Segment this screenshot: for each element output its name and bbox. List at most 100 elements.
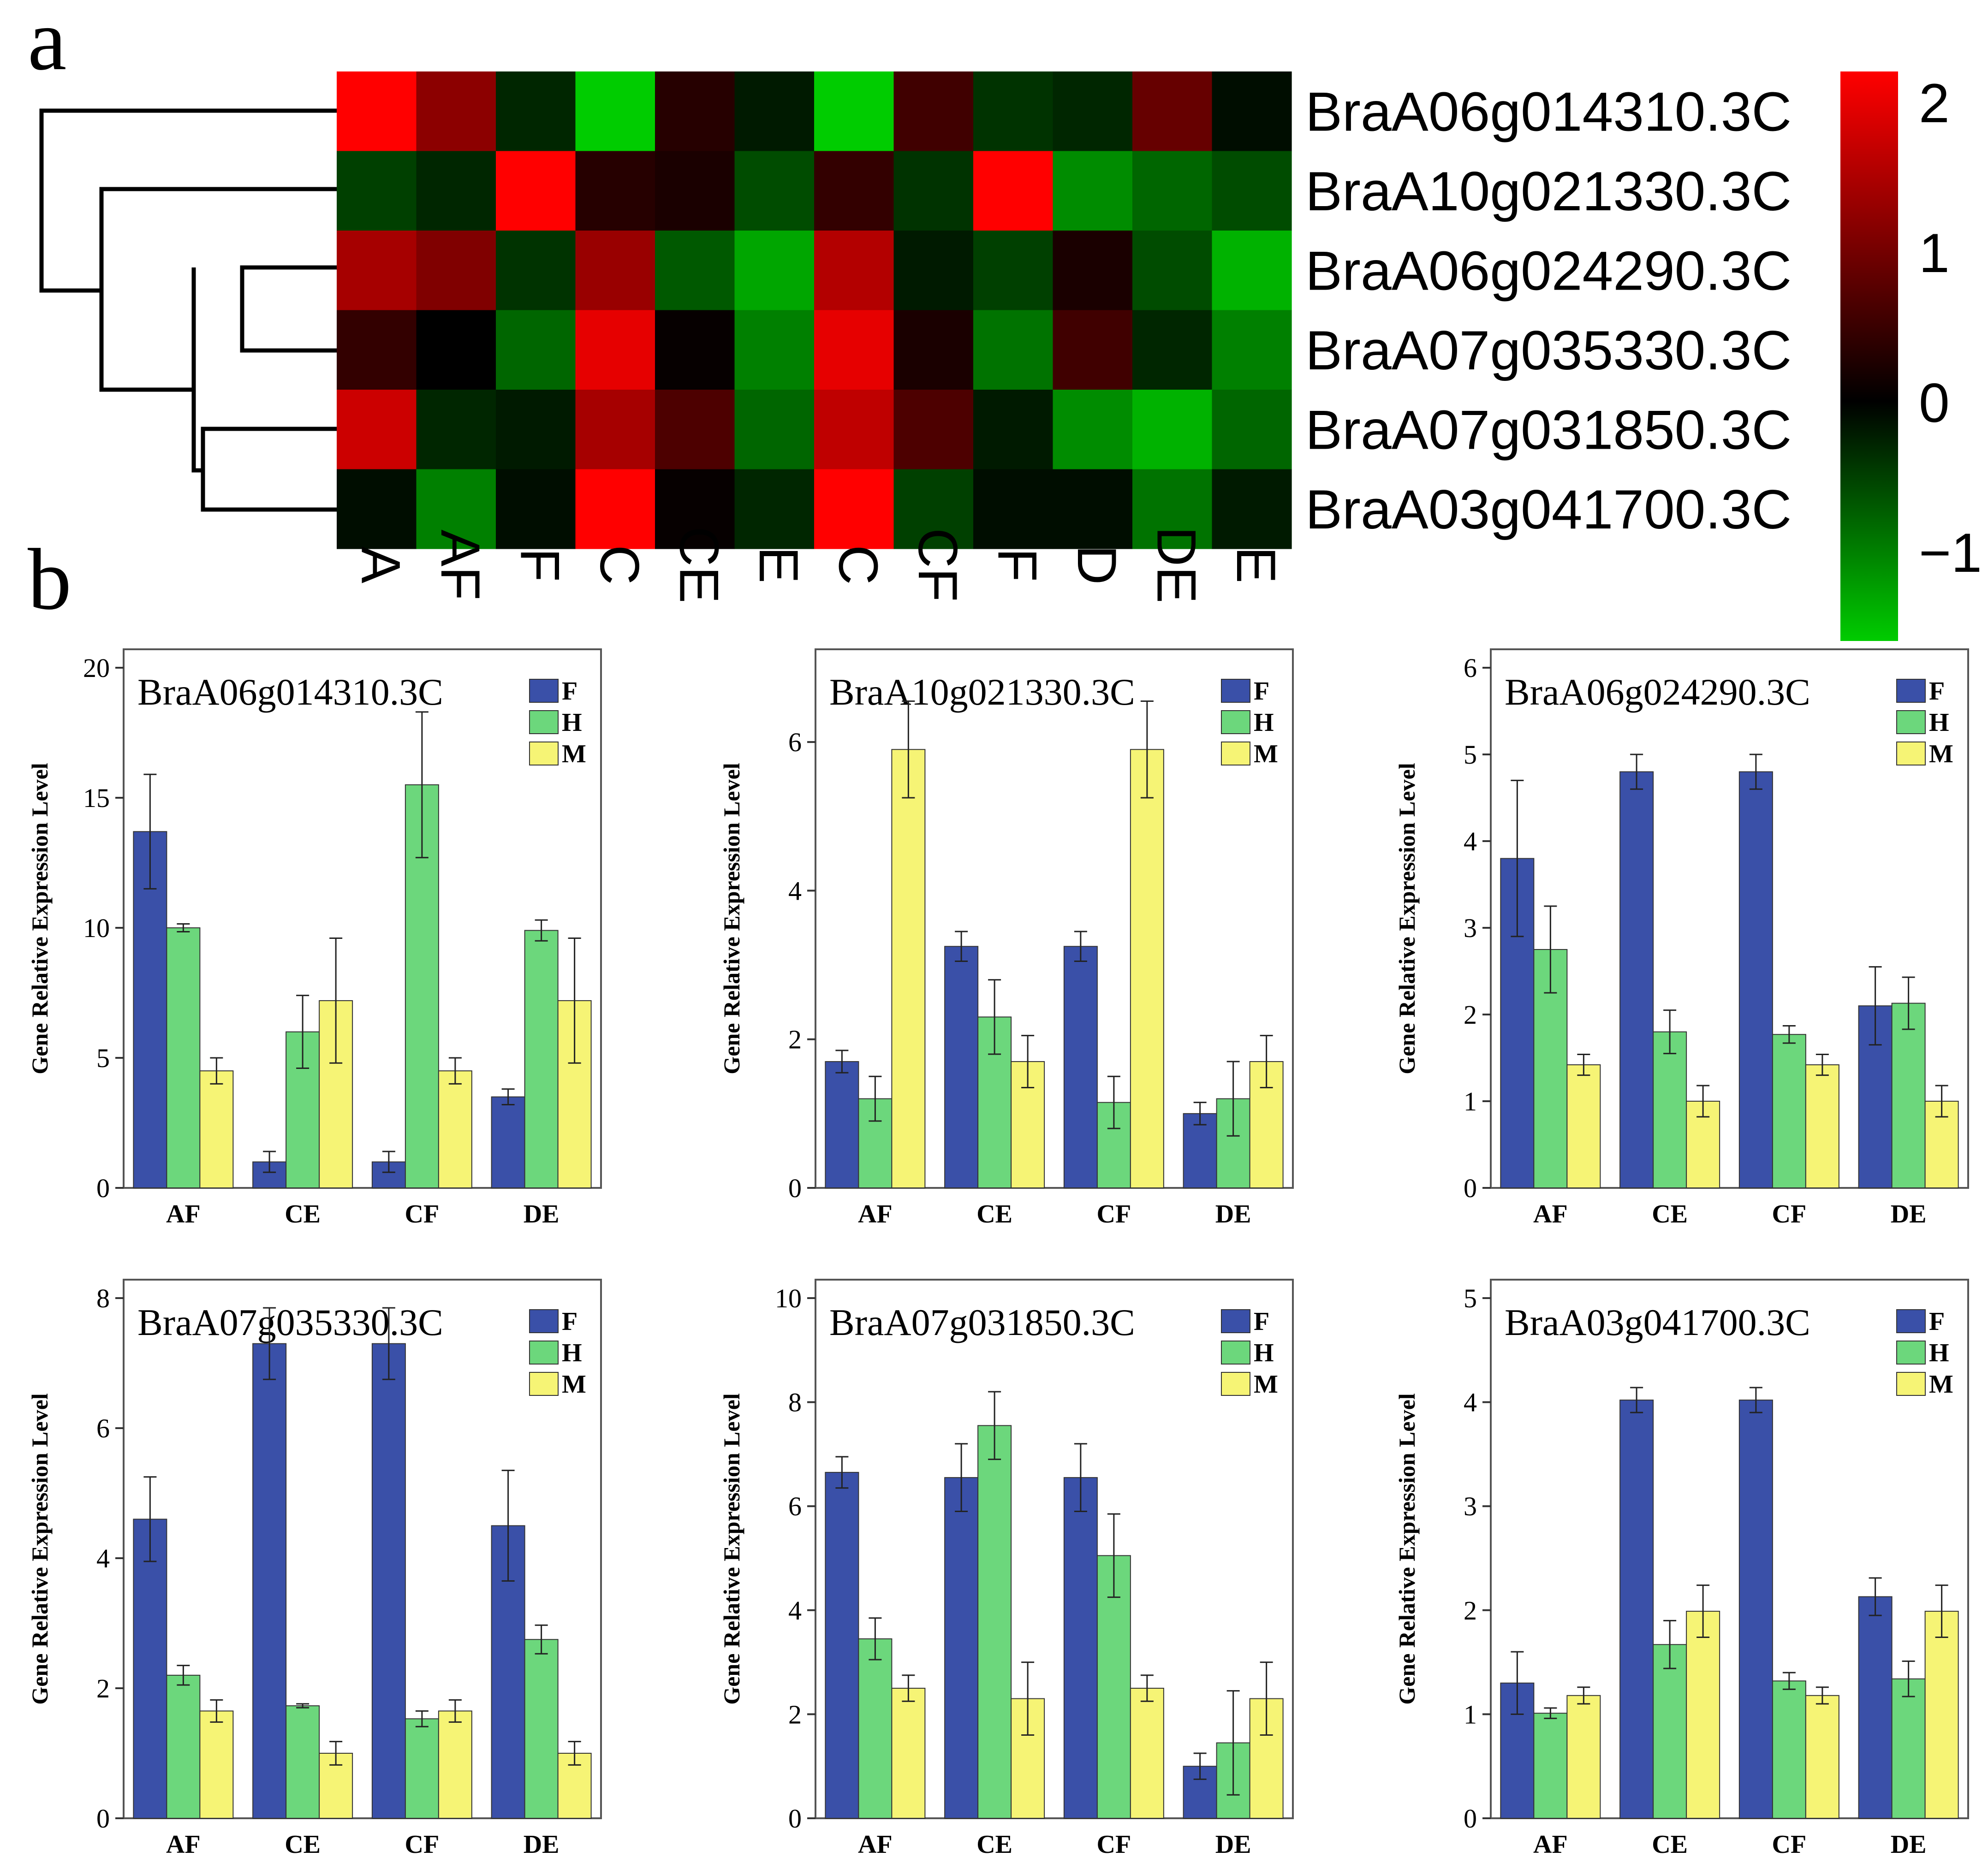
x-tick-label: CF <box>1772 1830 1807 1859</box>
bar-chart-panel: 0 2 4 6 Gene Relative Expression Level BraA10… <box>719 648 1294 1228</box>
heatmap-cell <box>337 310 417 390</box>
y-axis-label: Gene Relative Expression Level <box>27 1393 53 1704</box>
heatmap-column-label: DE <box>1146 527 1208 604</box>
legend-label-f: F <box>1929 1307 1945 1336</box>
bar-h-af <box>166 1674 201 1819</box>
y-tick-label: 4 <box>1464 826 1477 856</box>
heatmap-cell <box>655 71 735 152</box>
bar-m-af <box>199 1070 234 1188</box>
heatmap-cell <box>1053 310 1133 390</box>
heatmap-cell <box>416 390 496 470</box>
bar-chart-panel: 0 1 2 3 4 5 6 Gene Relative Expression Level Bra… <box>1394 648 1969 1228</box>
heatmap-column-label: AF <box>429 529 491 600</box>
bar-f-de <box>1858 1596 1893 1819</box>
heatmap-cell <box>655 390 735 470</box>
x-tick-label: AF <box>166 1200 201 1228</box>
heatmap-row-label: BraA06g014310.3C <box>1305 81 1792 142</box>
heatmap-cell <box>1053 469 1133 549</box>
bar-m-cf <box>438 1710 472 1819</box>
heatmap-cell <box>1053 390 1133 470</box>
bar-h-cf <box>1096 1102 1131 1189</box>
heatmap-cell <box>814 71 894 152</box>
plot-frame <box>1490 1279 1969 1819</box>
heatmap-cell <box>575 310 655 390</box>
heatmap-cell <box>655 231 735 311</box>
bar-h-ce <box>1653 1644 1687 1819</box>
colorbar-tick-label: −1 <box>1919 522 1982 584</box>
bar-f-de <box>491 1096 525 1189</box>
bar-m-af <box>891 749 926 1189</box>
heatmap-cell <box>893 310 974 390</box>
dendrogram-branch <box>191 267 203 473</box>
x-tick-label: CF <box>1097 1200 1131 1228</box>
x-tick-label: CE <box>976 1200 1012 1228</box>
bar-h-af <box>1533 1713 1568 1819</box>
legend-swatch-f <box>1221 679 1250 703</box>
y-axis-label: Gene Relative Expression Level <box>1394 1393 1420 1704</box>
bar-f-ce <box>944 1477 979 1819</box>
legend-swatch-m <box>1896 742 1926 765</box>
bar-f-af <box>133 1519 167 1819</box>
heatmap-cell <box>416 469 496 549</box>
y-tick-label: 6 <box>1464 653 1477 683</box>
legend-swatch-f <box>1896 1309 1926 1333</box>
bar-chart-panel: 0 5 10 15 20 Gene Relative Expression Level Br… <box>27 648 602 1228</box>
heatmap-cell <box>1132 231 1213 311</box>
heatmap-cell <box>575 469 655 549</box>
heatmap-cell <box>1212 71 1292 152</box>
legend-swatch-m <box>529 1372 559 1396</box>
heatmap-cell <box>496 469 576 549</box>
y-tick-label: 15 <box>83 783 110 813</box>
heatmap-cell <box>814 151 894 231</box>
y-tick-label: 4 <box>788 876 802 906</box>
legend-label-m: M <box>1929 1370 1953 1399</box>
heatmap-cell <box>893 390 974 470</box>
heatmap-cell <box>1212 390 1292 470</box>
y-axis-label: Gene Relative Expression Level <box>719 1393 744 1704</box>
legend-label-m: M <box>562 740 586 768</box>
heatmap-cell <box>973 231 1054 311</box>
heatmap-column-label: C <box>589 545 650 585</box>
y-tick-label: 4 <box>96 1543 110 1573</box>
x-tick-label: DE <box>1891 1830 1927 1859</box>
x-tick-label: DE <box>1215 1830 1251 1859</box>
x-tick-label: CF <box>1097 1830 1131 1859</box>
bar-f-cf <box>1063 1477 1098 1819</box>
chart-title: BraA06g014310.3C <box>137 671 443 713</box>
y-tick-label: 2 <box>96 1673 110 1703</box>
legend-label-h: H <box>1254 1339 1274 1367</box>
x-tick-label: AF <box>166 1830 201 1859</box>
heatmap-cell <box>893 469 974 549</box>
legend-swatch-h <box>1896 1341 1926 1365</box>
y-tick-label: 10 <box>83 913 110 943</box>
y-tick-label: 3 <box>1464 913 1477 943</box>
bar-f-ce <box>1619 771 1654 1188</box>
legend-swatch-h <box>529 1341 559 1365</box>
y-tick-label: 6 <box>96 1413 110 1443</box>
x-tick-label: CE <box>285 1200 321 1228</box>
bar-m-cf <box>1130 1688 1164 1819</box>
heatmap-cell <box>973 151 1054 231</box>
heatmap-cell <box>1053 71 1133 152</box>
dendrogram-branch <box>99 187 337 392</box>
legend-label-h: H <box>1929 1339 1949 1367</box>
heatmap-cell <box>496 71 576 152</box>
bar-f-ce <box>252 1343 287 1819</box>
legend-swatch-f <box>1221 1309 1250 1333</box>
y-tick-label: 1 <box>1464 1086 1477 1116</box>
y-axis-label: Gene Relative Expression Level <box>27 763 53 1074</box>
y-tick-label: 2 <box>788 1699 802 1729</box>
heatmap-cell <box>734 310 815 390</box>
y-tick-label: 0 <box>788 1804 802 1833</box>
bar-h-cf <box>1096 1555 1131 1819</box>
bar-h-af <box>858 1638 893 1819</box>
chart-title: BraA10g021330.3C <box>829 671 1135 713</box>
legend-swatch-h <box>529 710 559 734</box>
bar-h-ce <box>977 1425 1012 1819</box>
y-tick-label: 2 <box>788 1025 802 1055</box>
heatmap-cell <box>337 390 417 470</box>
bar-h-de <box>524 1639 559 1819</box>
colorbar-tick-label: 2 <box>1919 72 1950 134</box>
heatmap-cell <box>337 151 417 231</box>
heatmap-cell <box>1053 151 1133 231</box>
